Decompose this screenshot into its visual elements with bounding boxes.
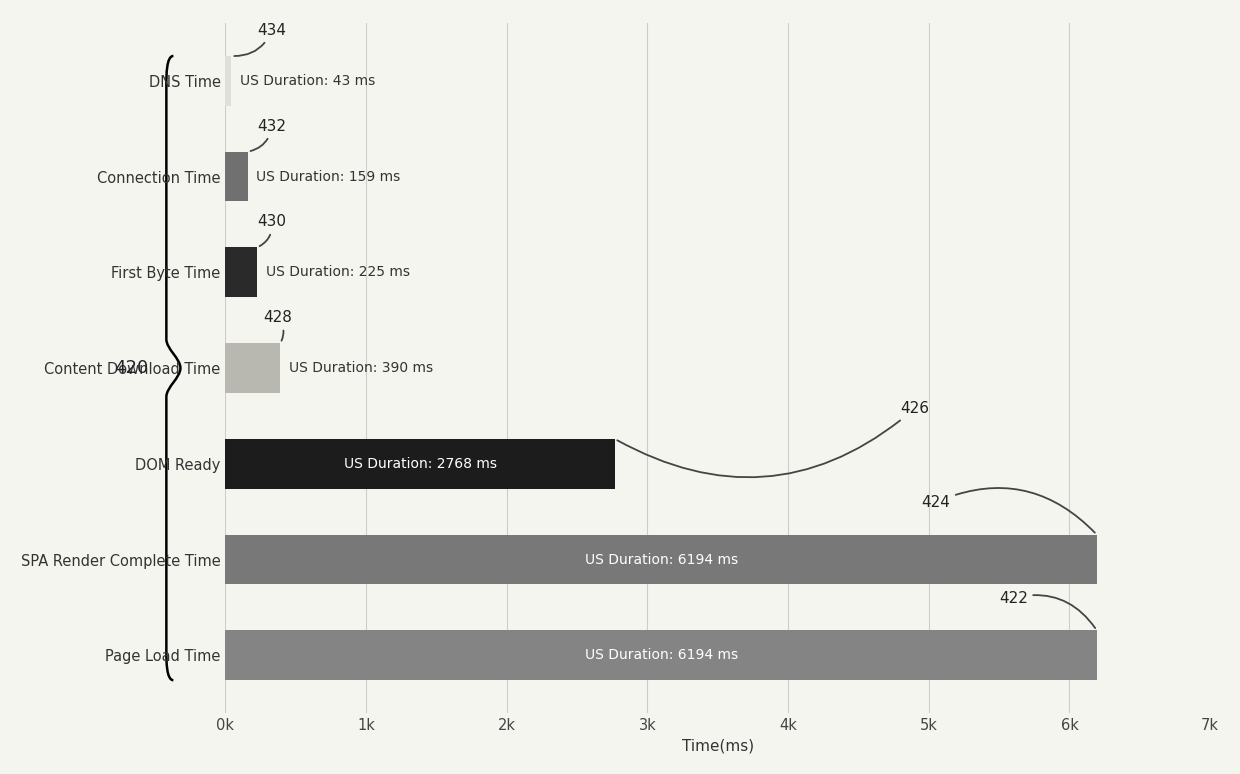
Text: 428: 428 (263, 310, 291, 341)
Bar (226, 56, 232, 106)
Text: US Duration: 2768 ms: US Duration: 2768 ms (343, 457, 497, 471)
X-axis label: Time(ms): Time(ms) (682, 738, 754, 753)
Bar (226, 439, 615, 488)
Text: 424: 424 (921, 488, 1095, 533)
Text: US Duration: 225 ms: US Duration: 225 ms (265, 265, 409, 279)
Text: 420: 420 (114, 359, 148, 377)
Bar (226, 248, 257, 297)
Text: 430: 430 (258, 214, 286, 246)
Text: US Duration: 43 ms: US Duration: 43 ms (239, 74, 376, 88)
Text: 426: 426 (618, 401, 929, 478)
Text: US Duration: 390 ms: US Duration: 390 ms (289, 361, 433, 375)
Text: US Duration: 6194 ms: US Duration: 6194 ms (584, 553, 738, 567)
Text: US Duration: 159 ms: US Duration: 159 ms (257, 170, 401, 183)
Bar (226, 535, 1097, 584)
Bar (226, 152, 248, 201)
Text: US Duration: 6194 ms: US Duration: 6194 ms (584, 649, 738, 663)
Text: 434: 434 (234, 22, 286, 56)
Text: 422: 422 (998, 591, 1095, 628)
Bar (226, 343, 280, 393)
Bar (226, 630, 1097, 680)
Text: 432: 432 (250, 118, 286, 151)
